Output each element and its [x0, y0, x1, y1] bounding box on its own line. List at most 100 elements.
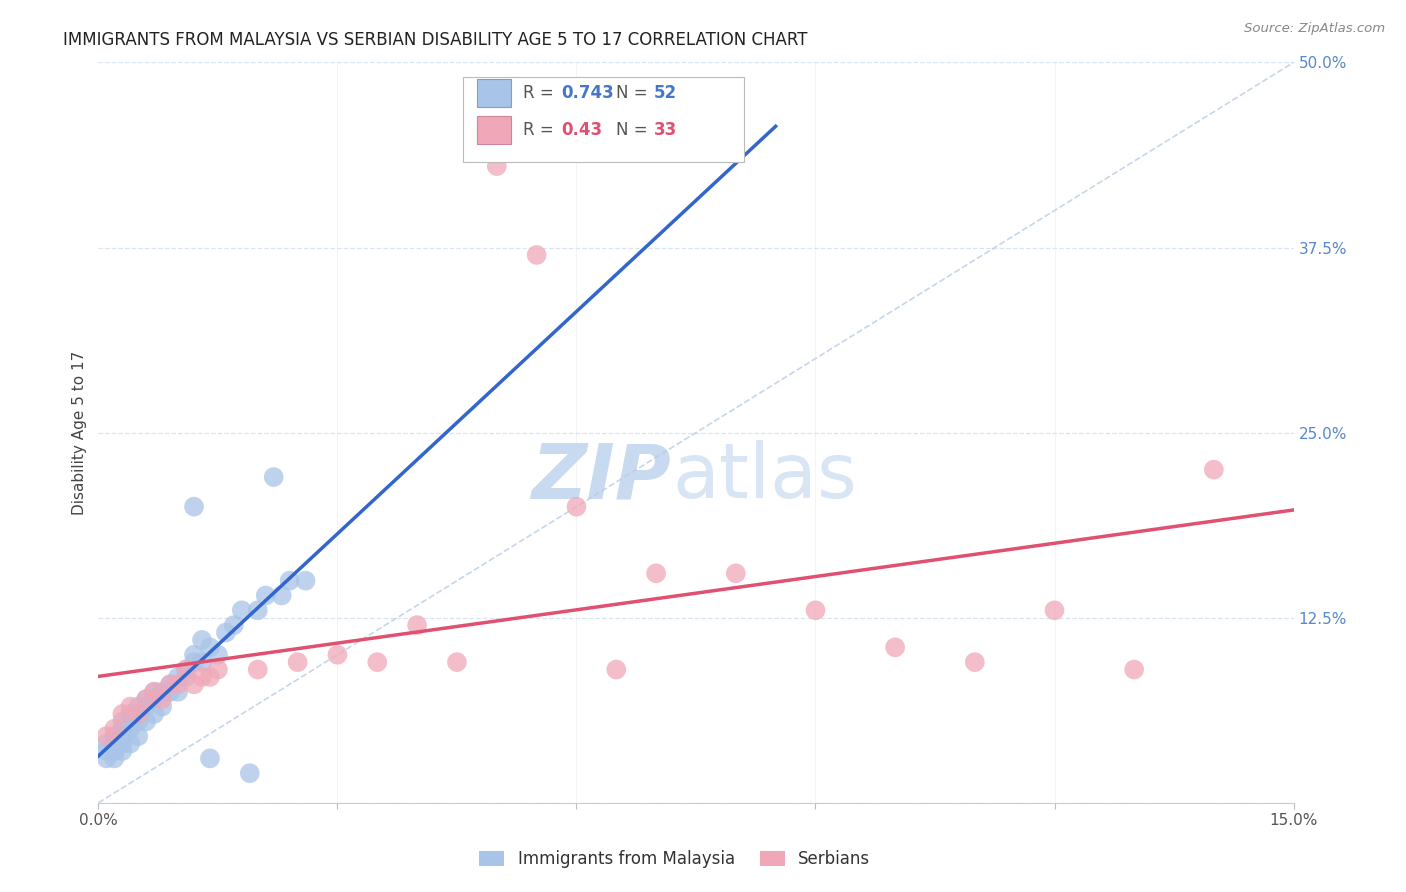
Text: Source: ZipAtlas.com: Source: ZipAtlas.com	[1244, 22, 1385, 36]
Point	[159, 677, 181, 691]
Point	[127, 729, 149, 743]
Point	[135, 692, 157, 706]
Point	[167, 677, 190, 691]
Point	[103, 751, 125, 765]
Point	[645, 566, 668, 581]
Text: atlas: atlas	[672, 440, 856, 514]
Point	[143, 685, 166, 699]
Point	[191, 670, 214, 684]
Point	[120, 737, 142, 751]
Y-axis label: Disability Age 5 to 17: Disability Age 5 to 17	[72, 351, 87, 515]
Point	[183, 500, 205, 514]
Point	[366, 655, 388, 669]
Point	[183, 677, 205, 691]
Point	[150, 699, 173, 714]
Point	[198, 640, 221, 655]
Point	[565, 500, 588, 514]
Legend: Immigrants from Malaysia, Serbians: Immigrants from Malaysia, Serbians	[472, 844, 877, 875]
Point	[294, 574, 316, 588]
Point	[174, 663, 197, 677]
Point	[120, 714, 142, 729]
Point	[605, 663, 627, 677]
Point	[724, 566, 747, 581]
Point	[884, 640, 907, 655]
Point	[120, 706, 142, 721]
Point	[120, 699, 142, 714]
Point	[246, 663, 269, 677]
Point	[167, 685, 190, 699]
Point	[127, 699, 149, 714]
Point	[127, 706, 149, 721]
Point	[143, 692, 166, 706]
Point	[174, 663, 197, 677]
Text: IMMIGRANTS FROM MALAYSIA VS SERBIAN DISABILITY AGE 5 TO 17 CORRELATION CHART: IMMIGRANTS FROM MALAYSIA VS SERBIAN DISA…	[63, 31, 808, 49]
Point	[263, 470, 285, 484]
Point	[1043, 603, 1066, 617]
Point	[207, 648, 229, 662]
Point	[111, 714, 134, 729]
Text: N =: N =	[616, 120, 652, 138]
Point	[804, 603, 827, 617]
Point	[198, 751, 221, 765]
FancyBboxPatch shape	[463, 78, 744, 162]
Point	[485, 159, 508, 173]
Point	[239, 766, 262, 780]
Point	[111, 744, 134, 758]
Text: 0.743: 0.743	[561, 84, 613, 102]
Point	[183, 655, 205, 669]
Point	[96, 744, 118, 758]
Point	[111, 737, 134, 751]
Point	[406, 618, 429, 632]
Point	[143, 685, 166, 699]
Point	[1123, 663, 1146, 677]
Point	[446, 655, 468, 669]
Point	[270, 589, 292, 603]
Point	[159, 677, 181, 691]
Point	[207, 663, 229, 677]
Point	[215, 625, 238, 640]
Point	[111, 706, 134, 721]
FancyBboxPatch shape	[477, 78, 510, 107]
Point	[111, 722, 134, 736]
Point	[222, 618, 245, 632]
Text: 52: 52	[654, 84, 678, 102]
Point	[191, 632, 214, 647]
Point	[96, 751, 118, 765]
Point	[111, 729, 134, 743]
Point	[526, 248, 548, 262]
Point	[963, 655, 986, 669]
Point	[103, 722, 125, 736]
Text: ZIP: ZIP	[533, 440, 672, 514]
Point	[96, 729, 118, 743]
Point	[150, 685, 173, 699]
Point	[231, 603, 253, 617]
Text: N =: N =	[616, 84, 652, 102]
Point	[254, 589, 277, 603]
Point	[278, 574, 301, 588]
Point	[183, 648, 205, 662]
Text: 33: 33	[654, 120, 678, 138]
Point	[198, 670, 221, 684]
Point	[1202, 462, 1225, 476]
Point	[159, 685, 181, 699]
Point	[120, 722, 142, 736]
Point	[135, 714, 157, 729]
Point	[127, 714, 149, 729]
Point	[135, 692, 157, 706]
Point	[167, 670, 190, 684]
Point	[150, 692, 173, 706]
Point	[96, 737, 118, 751]
Point	[127, 706, 149, 721]
Point	[246, 603, 269, 617]
Text: R =: R =	[523, 120, 558, 138]
Point	[174, 670, 197, 684]
Point	[191, 655, 214, 669]
Point	[326, 648, 349, 662]
Point	[287, 655, 309, 669]
Point	[143, 706, 166, 721]
Text: R =: R =	[523, 84, 558, 102]
FancyBboxPatch shape	[477, 116, 510, 144]
Point	[135, 699, 157, 714]
Point	[103, 744, 125, 758]
Point	[103, 737, 125, 751]
